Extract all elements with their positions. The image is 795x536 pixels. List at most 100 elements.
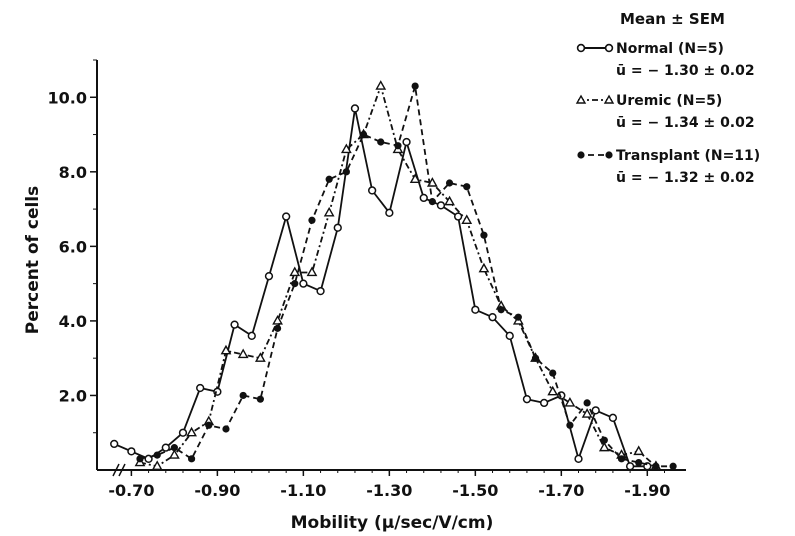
y-tick-label: 6.0: [59, 237, 87, 256]
data-point-transplant: [411, 82, 419, 90]
data-point-transplant: [514, 313, 522, 321]
x-axis-break-mark: [118, 463, 126, 477]
x-tick-label: -1.70: [538, 481, 584, 500]
data-point-uremic: [306, 266, 318, 277]
data-point-transplant: [463, 183, 471, 191]
data-point-transplant: [600, 436, 608, 444]
legend-marker-normal-end: [604, 43, 614, 53]
data-point-uremic: [478, 262, 490, 273]
legend-label-transplant: Transplant (N=11): [616, 148, 760, 164]
data-point-transplant: [273, 324, 282, 332]
data-point-transplant: [652, 462, 660, 470]
data-point-uremic: [547, 385, 559, 396]
data-point-transplant: [136, 455, 144, 463]
y-tick-label: 4.0: [59, 312, 87, 331]
y-axis-label: Percent of cells: [23, 186, 43, 335]
data-point-transplant: [205, 421, 213, 429]
data-point-normal: [608, 413, 618, 422]
data-point-normal: [110, 439, 119, 449]
data-point-uremic: [220, 344, 232, 355]
data-point-transplant: [428, 198, 436, 206]
data-point-normal: [522, 395, 532, 404]
data-point-transplant: [153, 451, 161, 459]
series-transplant: [136, 82, 677, 470]
data-point-transplant: [445, 179, 454, 187]
data-point-transplant: [325, 175, 333, 183]
legend-marker-uremic: [575, 94, 587, 104]
data-point-uremic: [581, 408, 593, 418]
data-point-uremic: [168, 449, 180, 459]
data-point-uremic: [564, 396, 576, 407]
data-point-transplant: [291, 280, 299, 288]
data-point-uremic: [254, 352, 266, 362]
legend-stat-uremic: ū = − 1.34 ± 0.02: [616, 115, 755, 131]
data-point-transplant: [669, 462, 677, 470]
legend-label-uremic: Uremic (N=5): [616, 93, 722, 109]
y-tick-label: 2.0: [59, 386, 87, 405]
data-point-normal: [161, 443, 170, 452]
data-point-normal: [625, 462, 635, 471]
data-point-uremic: [323, 206, 335, 217]
data-point-uremic: [633, 445, 645, 456]
legend-marker-transplant-end: [605, 151, 613, 159]
data-point-transplant: [617, 455, 626, 463]
data-point-transplant: [222, 425, 230, 433]
legend: Mean ± SEM Normal (N=5) ū = − 1.30 ± 0.0…: [575, 10, 760, 186]
x-tick-label: -1.10: [280, 481, 326, 500]
x-tick-label: -1.50: [452, 481, 498, 500]
y-tick-label: 10.0: [48, 88, 87, 107]
x-tick-label: -0.70: [108, 481, 154, 500]
data-point-transplant: [342, 168, 350, 176]
x-axis-break-mark: [112, 463, 120, 477]
data-point-transplant: [377, 138, 385, 146]
data-point-normal: [350, 104, 360, 113]
data-point-transplant: [394, 142, 402, 150]
x-tick-label: -1.30: [366, 481, 412, 500]
data-point-normal: [539, 398, 549, 408]
data-point-normal: [282, 212, 291, 221]
data-point-uremic: [272, 314, 283, 325]
x-axis-label: Mobility (μ/sec/V/cm): [291, 513, 494, 533]
legend-marker-transplant: [577, 151, 585, 159]
data-point-normal: [230, 320, 239, 329]
data-point-transplant: [480, 231, 488, 239]
data-point-transplant: [635, 458, 643, 467]
x-tick-label: -0.90: [194, 481, 240, 500]
legend-entry-normal: Normal (N=5) ū = − 1.30 ± 0.02: [576, 41, 755, 79]
data-point-normal: [127, 447, 136, 456]
data-point-normal: [385, 208, 394, 217]
axes: [96, 60, 686, 477]
data-point-uremic: [461, 214, 473, 224]
series-line-transplant: [139, 85, 674, 468]
legend-stat-transplant: ū = − 1.32 ± 0.02: [616, 170, 755, 186]
legend-marker-uremic-end: [603, 94, 615, 104]
data-point-normal: [196, 383, 205, 393]
series-layer: [110, 80, 677, 471]
data-point-normal: [247, 331, 256, 340]
data-point-normal: [505, 331, 514, 340]
x-tick-label: -1.90: [624, 481, 670, 500]
legend-entry-transplant: Transplant (N=11) ū = − 1.32 ± 0.02: [577, 148, 760, 186]
data-point-transplant: [359, 130, 368, 139]
data-point-normal: [368, 186, 377, 195]
data-point-transplant: [170, 444, 178, 452]
data-point-normal: [178, 428, 188, 437]
data-point-normal: [333, 223, 342, 232]
data-point-normal: [471, 305, 480, 314]
legend-title: Mean ± SEM: [620, 10, 725, 28]
data-point-uremic: [375, 80, 387, 90]
data-point-uremic: [237, 348, 249, 359]
data-point-uremic: [289, 266, 301, 277]
data-point-transplant: [566, 421, 574, 429]
data-point-uremic: [444, 195, 455, 206]
data-point-transplant: [239, 391, 247, 400]
data-point-normal: [574, 454, 583, 463]
legend-marker-normal: [576, 43, 586, 53]
data-point-transplant: [187, 455, 196, 463]
data-point-transplant: [549, 369, 557, 377]
data-point-uremic: [186, 426, 197, 437]
data-point-uremic: [340, 143, 352, 154]
series-uremic: [134, 80, 662, 470]
y-tick-label: 8.0: [59, 163, 87, 182]
